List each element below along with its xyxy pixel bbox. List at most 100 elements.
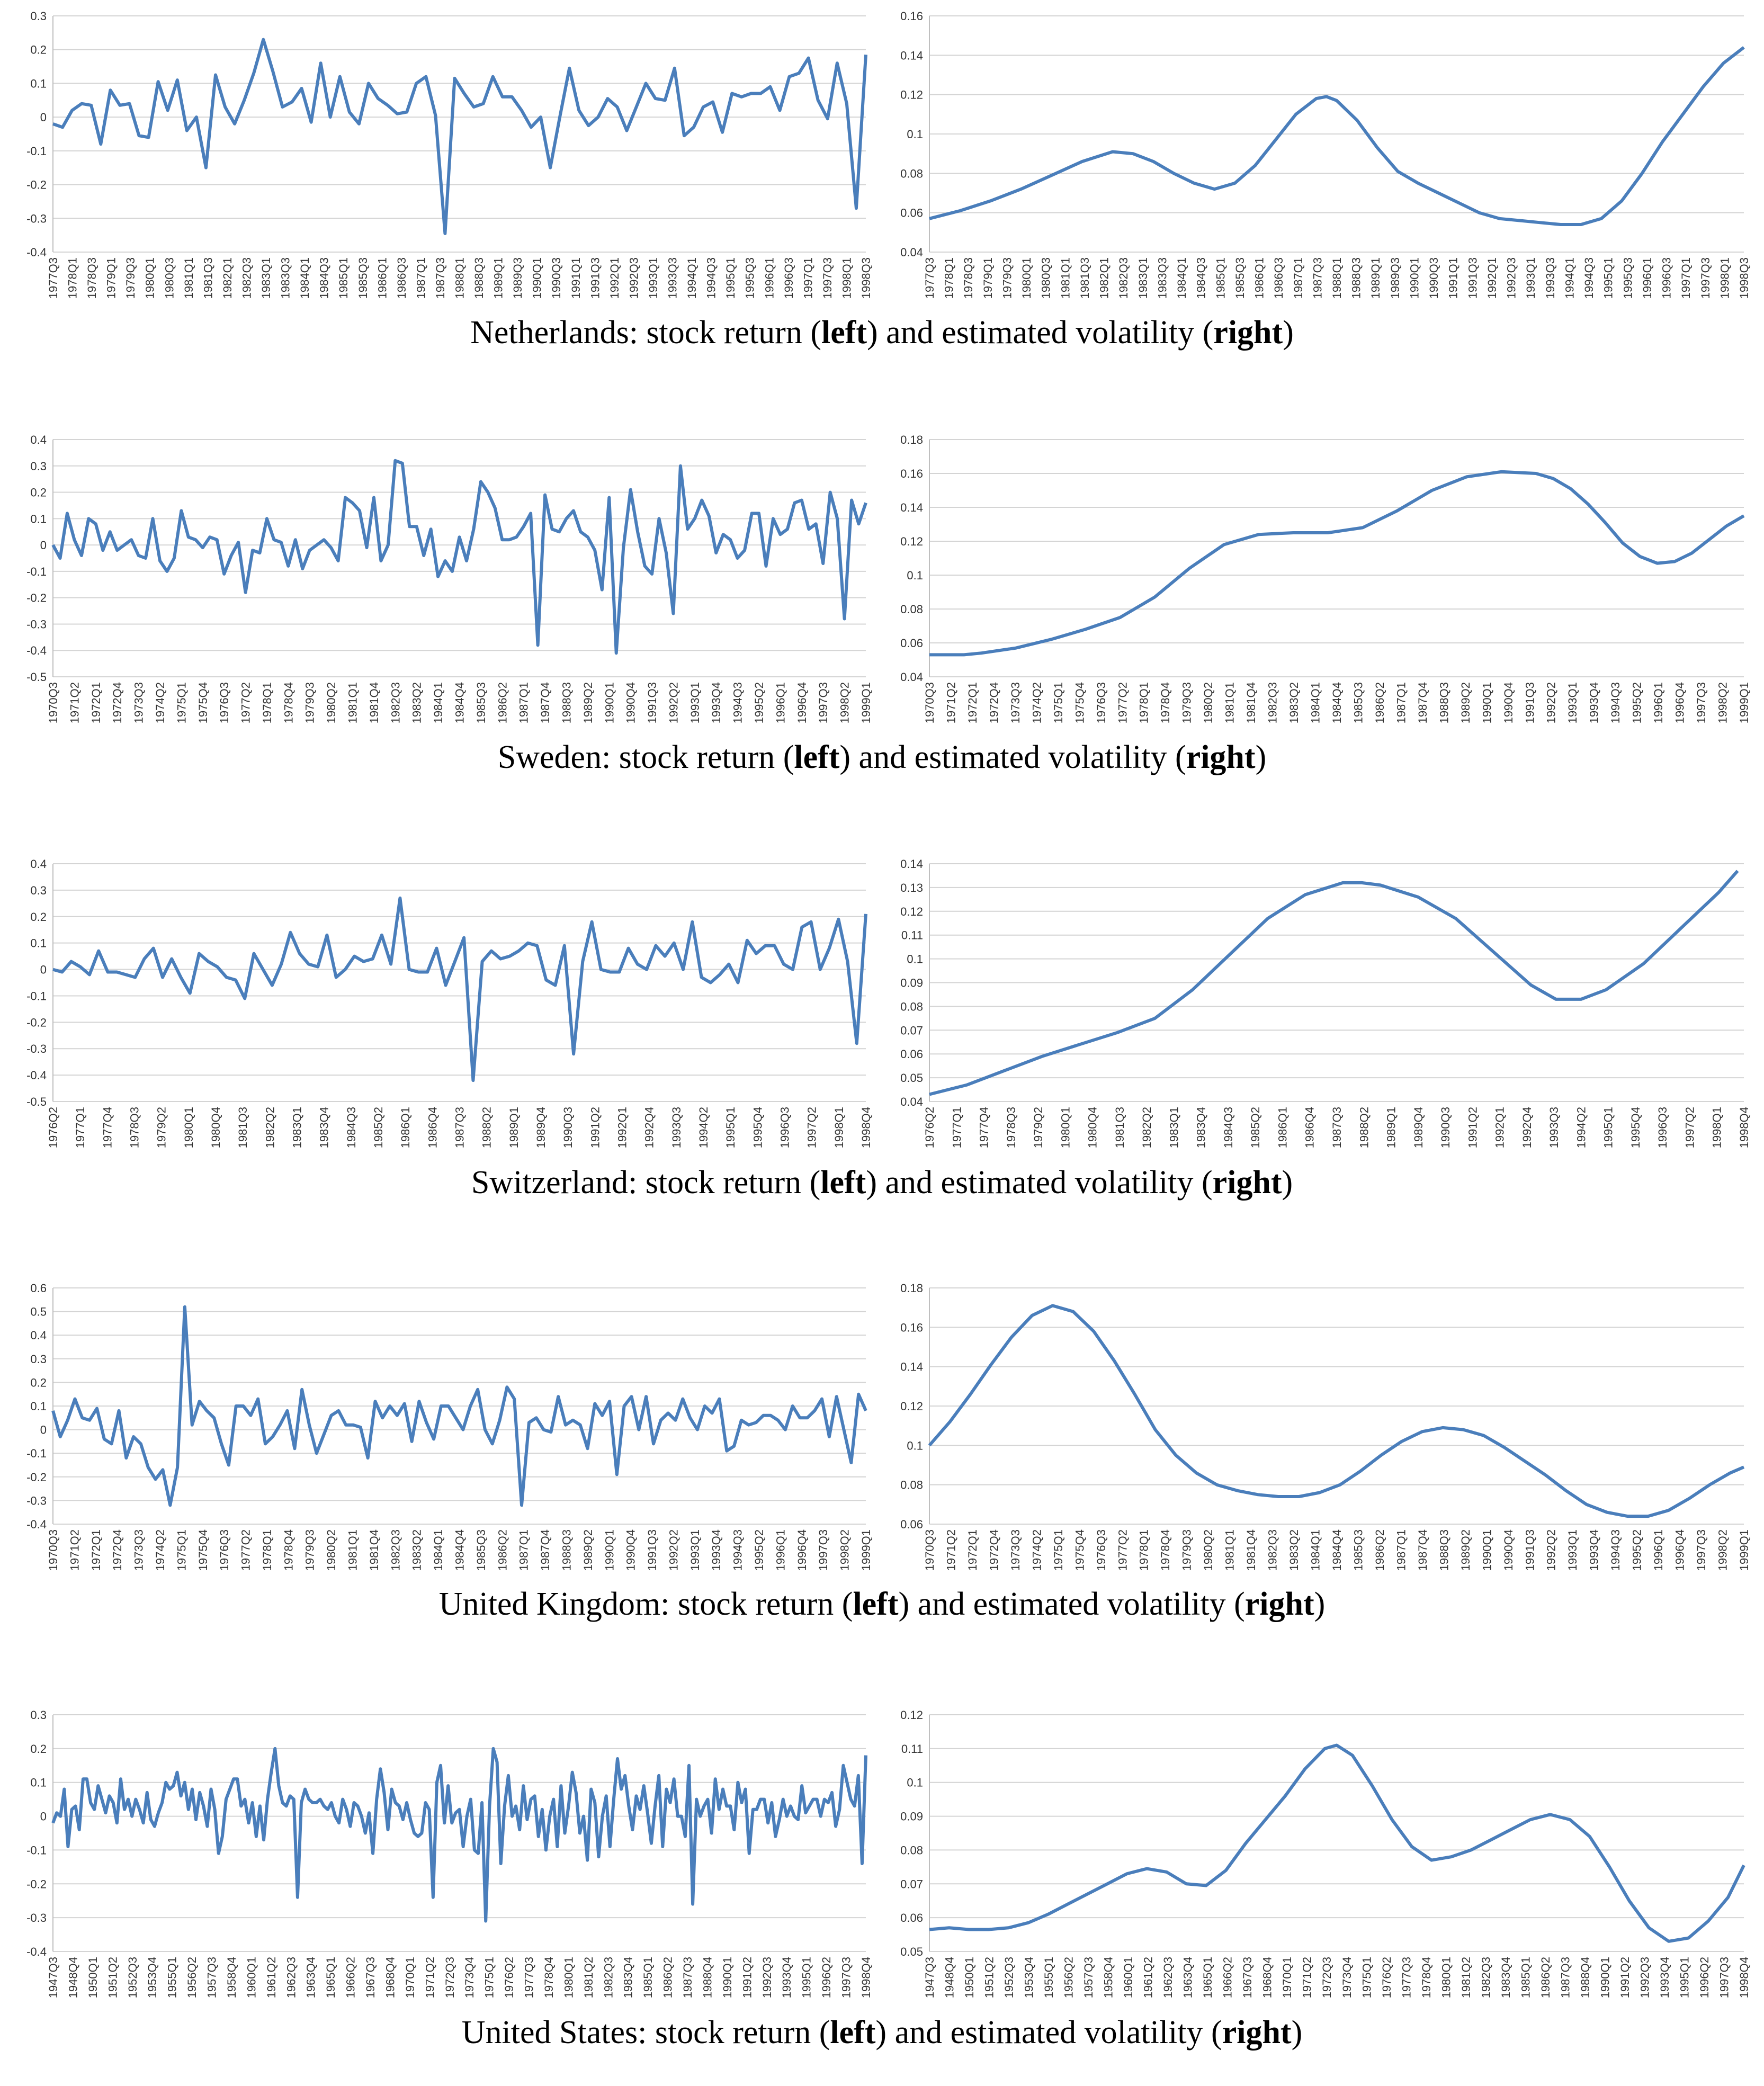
- series-line: [929, 1743, 1745, 1943]
- x-tick-label: 1978Q4: [1159, 682, 1172, 723]
- x-tick-label: 1962Q3: [284, 1957, 298, 1998]
- x-tick-label: 1981Q2: [582, 1957, 595, 1998]
- y-tick-label: 0.13: [900, 881, 923, 894]
- y-tick-label: 0.1: [907, 953, 923, 966]
- x-tick-label: 1952Q3: [126, 1957, 139, 1998]
- x-tick-label: 1995Q1: [724, 1107, 737, 1148]
- y-tick-label: 0.12: [900, 1400, 923, 1413]
- x-tick-label: 1996Q1: [774, 682, 787, 723]
- x-tick-label: 1980Q3: [1040, 257, 1053, 299]
- x-tick-label: 1999Q1: [859, 1529, 873, 1571]
- x-tick-label: 1980Q2: [1202, 1529, 1215, 1571]
- x-tick-label: 1993Q3: [1547, 1107, 1561, 1148]
- x-tick-label: 1981Q1: [1223, 682, 1237, 723]
- x-tick-label: 1989Q1: [492, 257, 505, 299]
- x-tick-label: 1998Q1: [1718, 257, 1731, 299]
- x-tick-label: 1991Q3: [1466, 257, 1479, 299]
- y-tick-label: -0.5: [26, 670, 47, 684]
- x-tick-label: 1961Q2: [1142, 1957, 1155, 1998]
- x-tick-label: 1983Q2: [1287, 682, 1301, 723]
- x-tick-label: 1990Q4: [1502, 1529, 1515, 1571]
- x-tick-label: 1994Q3: [1609, 1529, 1622, 1571]
- x-tick-label: 1987Q1: [517, 1529, 531, 1571]
- x-tick-label: 1981Q3: [1078, 257, 1091, 299]
- x-tick-label: 1985Q1: [641, 1957, 655, 1998]
- x-tick-label: 1975Q1: [1360, 1957, 1373, 1998]
- y-tick-label: 0.14: [900, 49, 923, 62]
- x-tick-label: 1999Q1: [1738, 1529, 1751, 1571]
- x-tick-label: 1991Q2: [1466, 1107, 1479, 1148]
- x-tick-label: 1992Q3: [760, 1957, 774, 1998]
- y-tick-label: 0.06: [900, 207, 923, 220]
- x-tick-label: 1987Q3: [1559, 1957, 1572, 1998]
- caption-emphasis: left: [853, 1586, 899, 1622]
- x-tick-label: 1971Q2: [68, 1529, 81, 1571]
- series-line: [929, 870, 1739, 1096]
- x-tick-label: 1948Q4: [66, 1957, 79, 1998]
- x-tick-label: 1988Q4: [701, 1957, 714, 1998]
- x-tick-label: 1983Q4: [622, 1957, 635, 1998]
- x-tick-label: 1986Q4: [426, 1107, 439, 1148]
- x-tick-label: 1992Q3: [627, 257, 640, 299]
- x-tick-label: 1976Q3: [1095, 682, 1108, 723]
- x-tick-label: 1997Q3: [840, 1957, 853, 1998]
- x-tick-label: 1985Q2: [1249, 1107, 1262, 1148]
- x-tick-label: 1995Q1: [724, 257, 737, 299]
- x-tick-label: 1992Q2: [667, 1529, 680, 1571]
- x-tick-label: 1995Q3: [744, 257, 757, 299]
- x-tick-label: 1988Q3: [560, 1529, 573, 1571]
- y-tick-label: 0.04: [900, 1095, 923, 1108]
- x-tick-label: 1992Q2: [667, 682, 680, 723]
- x-tick-label: 1975Q1: [1052, 1529, 1065, 1571]
- caption-emphasis: left: [830, 2015, 876, 2051]
- x-tick-label: 1990Q1: [1480, 1529, 1493, 1571]
- x-tick-label: 1953Q4: [146, 1957, 159, 1998]
- y-tick-label: 0.1: [30, 1776, 47, 1789]
- x-tick-label: 1986Q1: [1253, 257, 1266, 299]
- x-tick-label: 1971Q2: [68, 682, 81, 723]
- y-tick-label: -0.1: [26, 989, 47, 1002]
- x-tick-label: 1977Q2: [1116, 1529, 1129, 1571]
- y-tick-label: 0.09: [900, 1810, 923, 1823]
- x-tick-label: 1989Q1: [507, 1107, 521, 1148]
- x-tick-label: 1989Q2: [581, 1529, 595, 1571]
- x-tick-label: 1998Q4: [1738, 1107, 1751, 1148]
- y-tick-label: 0.1: [30, 937, 47, 950]
- x-tick-label: 1993Q1: [688, 1529, 702, 1571]
- caption-text: Sweden: stock return (: [497, 739, 794, 775]
- x-tick-label: 1992Q1: [616, 1107, 629, 1148]
- y-tick-label: 0.1: [907, 128, 923, 141]
- x-tick-label: 1973Q3: [1009, 1529, 1022, 1571]
- y-tick-label: 0.18: [900, 433, 923, 446]
- x-tick-label: 1988Q1: [453, 257, 467, 299]
- x-tick-label: 1981Q4: [368, 682, 381, 723]
- x-tick-label: 1952Q3: [1002, 1957, 1016, 1998]
- caption-text: ): [1282, 1165, 1293, 1201]
- y-tick-label: 0.4: [30, 1329, 47, 1342]
- x-tick-label: 1982Q3: [240, 257, 253, 299]
- x-tick-label: 1994Q3: [1582, 257, 1596, 299]
- x-tick-label: 1996Q3: [1656, 1107, 1669, 1148]
- y-tick-label: -0.4: [26, 1945, 47, 1958]
- x-tick-label: 1984Q3: [318, 257, 331, 299]
- x-tick-label: 1975Q4: [1073, 1529, 1086, 1571]
- y-tick-label: -0.1: [26, 565, 47, 578]
- x-tick-label: 1992Q3: [1638, 1957, 1651, 1998]
- x-tick-label: 1977Q3: [47, 257, 60, 299]
- y-tick-label: -0.3: [26, 617, 47, 631]
- x-tick-label: 1985Q2: [372, 1107, 385, 1148]
- x-tick-label: 1951Q2: [983, 1957, 996, 1998]
- x-tick-label: 1979Q3: [124, 257, 137, 299]
- y-tick-label: -0.1: [26, 145, 47, 158]
- y-tick-label: 0: [40, 111, 47, 124]
- x-tick-label: 1984Q3: [1195, 257, 1208, 299]
- x-tick-label: 1976Q2: [923, 1107, 936, 1148]
- y-tick-label: 0.2: [30, 486, 47, 499]
- y-tick-label: 0.16: [900, 10, 923, 23]
- x-tick-label: 1947Q3: [923, 1957, 936, 1998]
- caption-text: ): [1314, 1586, 1326, 1622]
- x-tick-label: 1996Q4: [795, 682, 809, 723]
- ch-vol-chart: 0.14 0.13 0.12 0.11 0.1 0.09 0.08 0.07 0.06 0.05 0…: [900, 857, 1751, 1148]
